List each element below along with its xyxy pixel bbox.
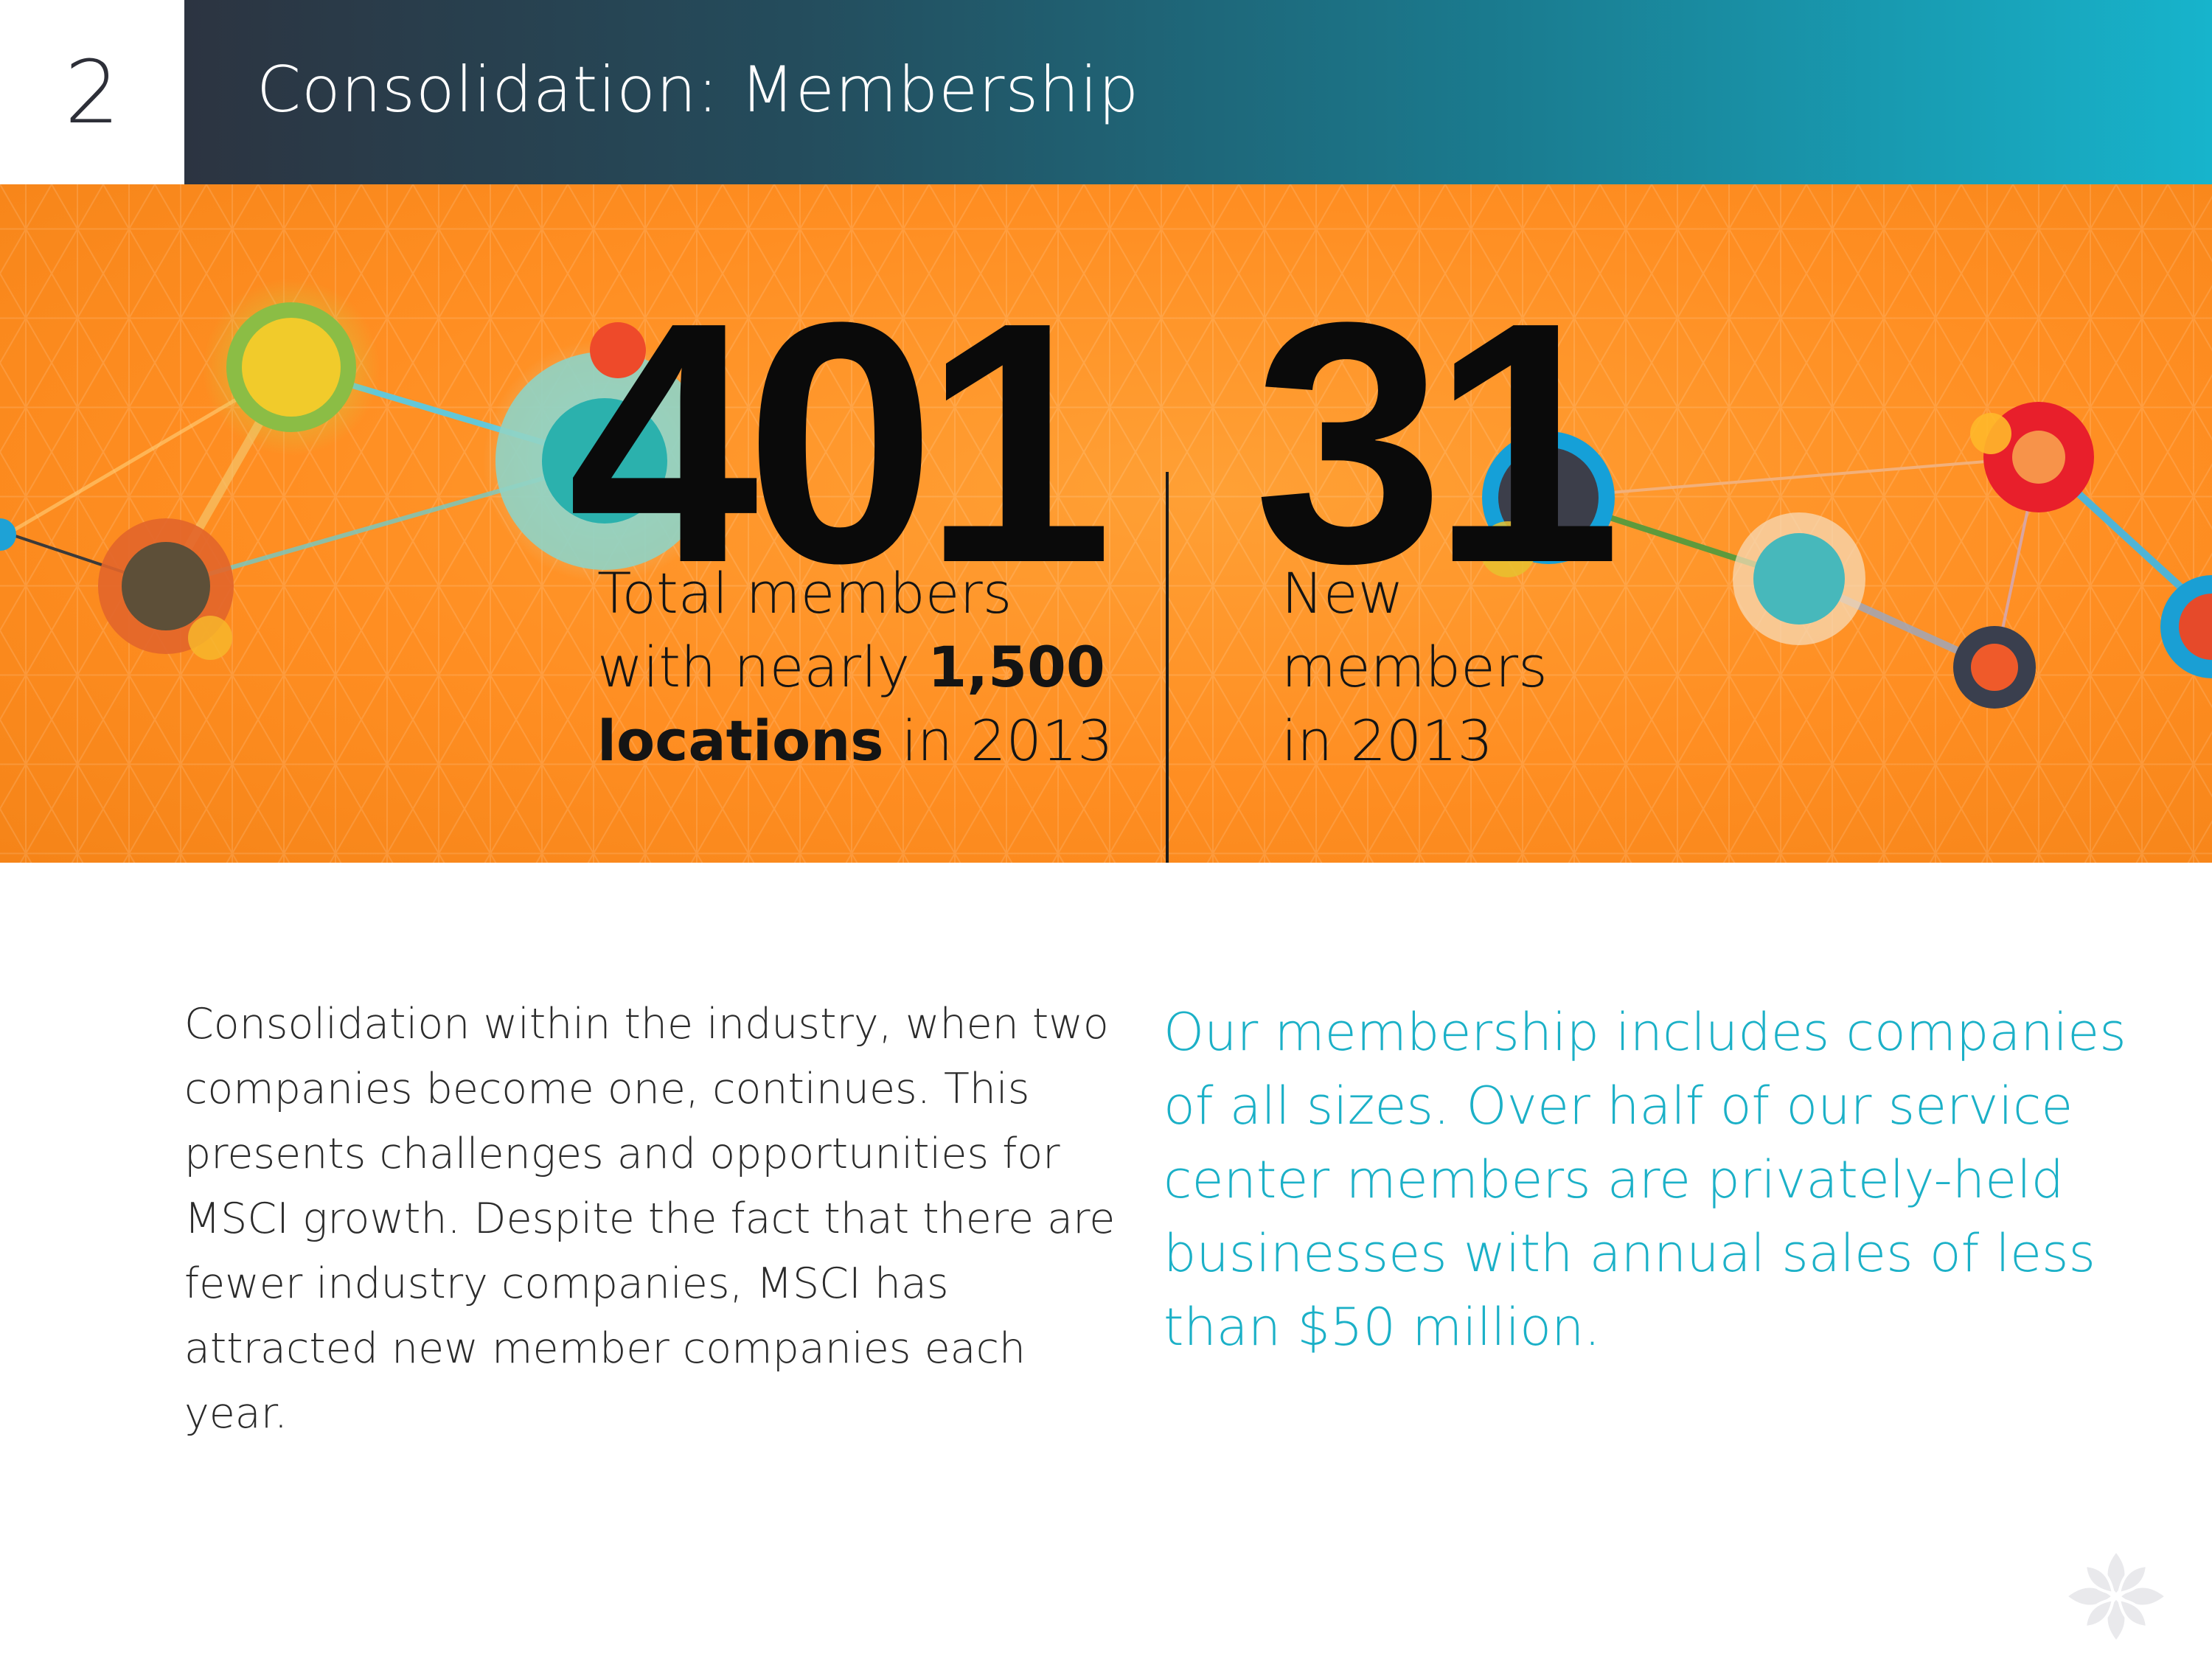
triangle-grid-pattern xyxy=(0,184,2212,863)
network-node-core xyxy=(2179,594,2212,660)
quatrefoil-logo-icon xyxy=(2063,1548,2169,1645)
page-number-box: 2 xyxy=(0,0,184,184)
network-nodes-illustration xyxy=(0,279,2212,709)
pull-quote: Our membership includes companies of all… xyxy=(1164,1002,2126,1357)
caption-line: Total members xyxy=(597,560,1012,626)
page-number: 2 xyxy=(64,41,120,143)
network-node-core xyxy=(122,542,210,630)
stats-divider xyxy=(1166,472,1169,863)
network-node xyxy=(0,518,16,551)
network-node xyxy=(188,616,232,660)
page-title: Consolidation: Membership xyxy=(257,53,1140,127)
network-node xyxy=(590,322,646,378)
network-link xyxy=(1548,456,2039,499)
body-paragraph: Consolidation within the industry, when … xyxy=(184,1000,1116,1438)
caption-line: New xyxy=(1281,560,1404,626)
caption-line: locations in 2013 xyxy=(597,704,1113,778)
new-members-number: 31 xyxy=(1253,251,1621,634)
network-node-core xyxy=(1971,644,2018,691)
total-members-number: 401 xyxy=(568,251,1113,634)
caption-line: members xyxy=(1281,634,1548,700)
caption-text: in 2013 xyxy=(883,708,1113,773)
network-node-core xyxy=(2012,431,2065,484)
new-members-caption: New members in 2013 xyxy=(1281,557,1548,778)
caption-line: with nearly 1,500 xyxy=(597,630,1113,704)
network-node xyxy=(1970,413,2011,454)
caption-bold-locations-count: 1,500 xyxy=(928,634,1105,700)
network-node-core xyxy=(242,318,341,417)
caption-line: in 2013 xyxy=(1281,708,1493,773)
network-node-core xyxy=(542,398,667,524)
header-band: Consolidation: Membership xyxy=(184,0,2212,184)
network-node-core xyxy=(1753,533,1845,625)
network-node xyxy=(1480,521,1536,577)
caption-bold-locations: locations xyxy=(597,708,884,773)
caption-text: with nearly xyxy=(597,634,928,700)
total-members-caption: Total members with nearly 1,500 location… xyxy=(597,557,1113,778)
network-node-core xyxy=(1498,448,1599,548)
stats-banner: 401 Total members with nearly 1,500 loca… xyxy=(0,184,2212,863)
